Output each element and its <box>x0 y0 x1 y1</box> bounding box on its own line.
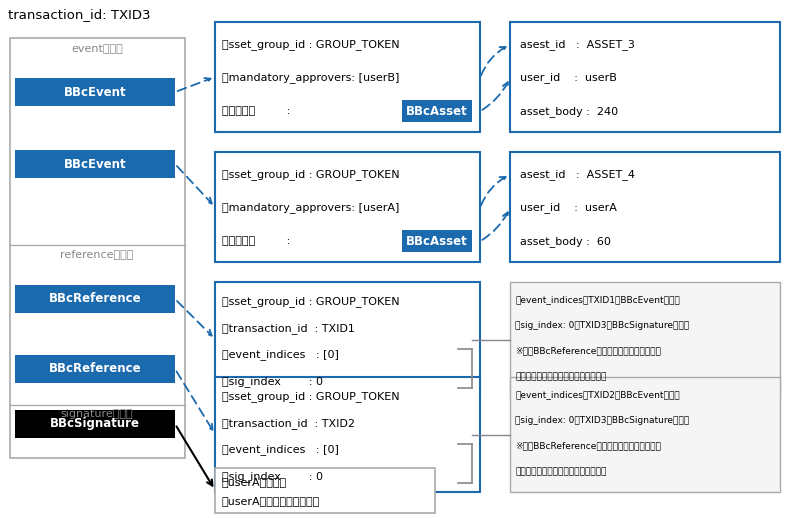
Bar <box>15 150 175 178</box>
Text: BBcAsset: BBcAsset <box>406 105 468 118</box>
Text: ※同じBBcReference内でもそれぞれが指し示す: ※同じBBcReference内でもそれぞれが指し示す <box>515 441 661 450</box>
Bar <box>510 377 780 492</box>
Text: ワsig_index: 0はTXID3はBBcSignatureを指定: ワsig_index: 0はTXID3はBBcSignatureを指定 <box>515 321 689 330</box>
Text: ヺuserAの公開鍵: ヺuserAの公開鍵 <box>222 477 287 487</box>
Text: ヺmandatory_approvers: [userB]: ヺmandatory_approvers: [userB] <box>222 73 399 83</box>
Bar <box>510 152 780 262</box>
Bar <box>15 410 175 438</box>
Text: ヺsset_group_id : GROUP_TOKEN: ヺsset_group_id : GROUP_TOKEN <box>222 296 400 307</box>
Text: asest_id   :  ASSET_4: asest_id : ASSET_4 <box>520 169 635 180</box>
Text: ヺtransaction_id  : TXID2: ヺtransaction_id : TXID2 <box>222 418 355 428</box>
Text: BBcAsset: BBcAsset <box>406 235 468 248</box>
Text: ヺtransaction_id  : TXID1: ヺtransaction_id : TXID1 <box>222 323 355 334</box>
Text: ワevent_indicesはTXID2はBBcEventを指定: ワevent_indicesはTXID2はBBcEventを指定 <box>515 390 680 399</box>
Bar <box>510 22 780 132</box>
Text: BBcSignature: BBcSignature <box>50 418 140 430</box>
Text: asest_id   :  ASSET_3: asest_id : ASSET_3 <box>520 39 635 50</box>
Text: referenceリスト: referenceリスト <box>60 249 134 259</box>
Text: ヺevent_indices   : [0]: ヺevent_indices : [0] <box>222 444 339 455</box>
Text: ヺアセット         :: ヺアセット : <box>222 106 298 117</box>
Bar <box>15 355 175 383</box>
Bar <box>215 468 435 513</box>
Bar <box>215 22 480 132</box>
Bar <box>15 78 175 106</box>
Bar <box>215 152 480 262</box>
Bar <box>15 285 175 313</box>
Text: BBcReference: BBcReference <box>49 293 142 306</box>
Text: ワsig_index: 0はTXID3はBBcSignatureを指定: ワsig_index: 0はTXID3はBBcSignatureを指定 <box>515 416 689 425</box>
Text: eventリスト: eventリスト <box>71 44 123 54</box>
Text: asset_body :  240: asset_body : 240 <box>520 106 618 117</box>
Text: ヺuserAの秘密鍵による署名: ヺuserAの秘密鍵による署名 <box>222 496 320 507</box>
Bar <box>402 231 472 252</box>
Text: ヺsig_index        : 0: ヺsig_index : 0 <box>222 471 323 482</box>
Text: ヺmandatory_approvers: [userA]: ヺmandatory_approvers: [userA] <box>222 203 399 213</box>
Bar <box>510 282 780 397</box>
Text: ヺsset_group_id : GROUP_TOKEN: ヺsset_group_id : GROUP_TOKEN <box>222 39 400 50</box>
Text: user_id    :  userB: user_id : userB <box>520 73 617 83</box>
Text: ※同じBBcReference内でもそれぞれが指し示す: ※同じBBcReference内でもそれぞれが指し示す <box>515 347 661 355</box>
Text: ヺsig_index        : 0: ヺsig_index : 0 <box>222 376 323 387</box>
Text: transaction_id: TXID3: transaction_id: TXID3 <box>8 8 150 21</box>
Text: ヺアセット         :: ヺアセット : <box>222 236 298 247</box>
Text: BBcEvent: BBcEvent <box>64 85 126 98</box>
Text: BBcEvent: BBcEvent <box>64 157 126 170</box>
Text: BBcReference: BBcReference <box>49 363 142 376</box>
Text: ヺevent_indices   : [0]: ヺevent_indices : [0] <box>222 350 339 361</box>
Text: ヺsset_group_id : GROUP_TOKEN: ヺsset_group_id : GROUP_TOKEN <box>222 169 400 180</box>
Text: asset_body :  60: asset_body : 60 <box>520 236 611 247</box>
Bar <box>402 100 472 122</box>
Text: signatureリスト: signatureリスト <box>61 409 134 419</box>
Text: user_id    :  userA: user_id : userA <box>520 203 617 213</box>
Text: トランザクションが異なるので注意！: トランザクションが異なるので注意！ <box>515 467 606 476</box>
Bar <box>10 38 185 458</box>
Bar <box>215 377 480 492</box>
Text: トランザクションが異なるので注意！: トランザクションが異なるので注意！ <box>515 372 606 381</box>
Text: ワevent_indicesはTXID1はBBcEventを指定: ワevent_indicesはTXID1はBBcEventを指定 <box>515 295 680 304</box>
Text: ヺsset_group_id : GROUP_TOKEN: ヺsset_group_id : GROUP_TOKEN <box>222 391 400 402</box>
Bar <box>215 282 480 397</box>
